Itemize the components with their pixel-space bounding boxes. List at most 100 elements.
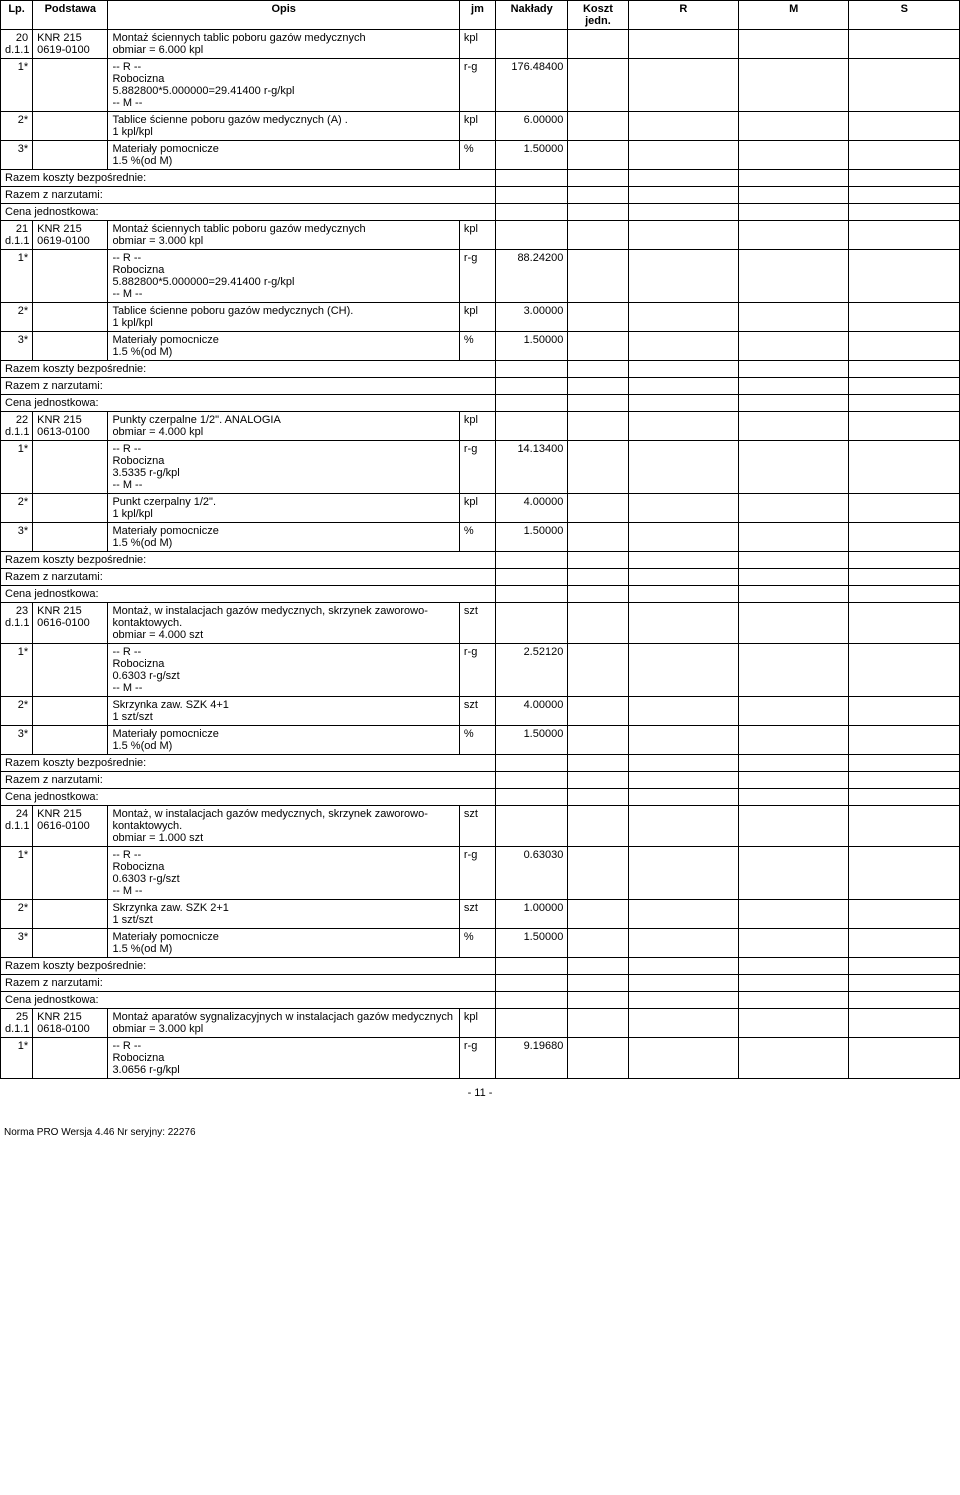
cell: 3* — [1, 332, 33, 361]
cell: 1.50000 — [496, 141, 568, 170]
cell — [849, 586, 960, 603]
summary-row: Razem koszty bezpośrednie: — [1, 361, 960, 378]
cell — [496, 789, 568, 806]
summary-row: Razem koszty bezpośrednie: — [1, 170, 960, 187]
cell — [33, 726, 108, 755]
cell: 2* — [1, 697, 33, 726]
cell — [849, 170, 960, 187]
cell — [568, 806, 628, 847]
cell — [628, 958, 738, 975]
item-sub-row: 1*-- R --Robocizna0.6303 r-g/szt-- M --r… — [1, 847, 960, 900]
item-sub-row: 3*Materiały pomocnicze1.5 %(od M)%1.5000… — [1, 332, 960, 361]
cell: kpl — [459, 30, 495, 59]
cell — [739, 441, 849, 494]
cell — [849, 992, 960, 1009]
cell — [739, 697, 849, 726]
cell: 1.50000 — [496, 332, 568, 361]
cell — [628, 112, 738, 141]
cell — [568, 187, 628, 204]
cell — [628, 975, 738, 992]
cell — [628, 992, 738, 1009]
cell — [739, 112, 849, 141]
cell — [849, 755, 960, 772]
cell — [496, 958, 568, 975]
cell — [739, 395, 849, 412]
cell — [628, 569, 738, 586]
cell — [849, 958, 960, 975]
summary-row: Razem z narzutami: — [1, 772, 960, 789]
cell: Punkt czerpalny 1/2".1 kpl/kpl — [108, 494, 459, 523]
cell: 21d.1.1 — [1, 221, 33, 250]
cell: kpl — [459, 112, 495, 141]
cell — [33, 523, 108, 552]
cell: Skrzynka zaw. SZK 4+11 szt/szt — [108, 697, 459, 726]
item-sub-row: 3*Materiały pomocnicze1.5 %(od M)%1.5000… — [1, 523, 960, 552]
cell — [739, 250, 849, 303]
item-header-row: 23d.1.1KNR 2150616-0100Montaż, w instala… — [1, 603, 960, 644]
cell: 3* — [1, 726, 33, 755]
cell — [33, 441, 108, 494]
summary-label: Razem koszty bezpośrednie: — [1, 958, 496, 975]
cell — [849, 30, 960, 59]
cell: 3* — [1, 929, 33, 958]
cell — [739, 603, 849, 644]
cell — [496, 395, 568, 412]
cell — [739, 806, 849, 847]
cell: r-g — [459, 847, 495, 900]
cell: -- R --Robocizna0.6303 r-g/szt-- M -- — [108, 847, 459, 900]
cell — [496, 806, 568, 847]
cost-table: Lp. Podstawa Opis jm Nakłady Koszt jedn.… — [0, 0, 960, 1079]
cell — [33, 644, 108, 697]
item-sub-row: 1*-- R --Robocizna5.882800*5.000000=29.4… — [1, 250, 960, 303]
cell — [739, 1009, 849, 1038]
item-sub-row: 1*-- R --Robocizna5.882800*5.000000=29.4… — [1, 59, 960, 112]
th-lp: Lp. — [1, 1, 33, 30]
cell: szt — [459, 806, 495, 847]
cell: % — [459, 929, 495, 958]
cell: Materiały pomocnicze1.5 %(od M) — [108, 929, 459, 958]
th-koszt: Koszt jedn. — [568, 1, 628, 30]
cell — [739, 586, 849, 603]
cell: -- R --Robocizna3.0656 r-g/kpl — [108, 1038, 459, 1079]
cell — [628, 303, 738, 332]
cell — [849, 806, 960, 847]
item-sub-row: 2*Punkt czerpalny 1/2".1 kpl/kplkpl4.000… — [1, 494, 960, 523]
cell — [628, 789, 738, 806]
summary-label: Razem koszty bezpośrednie: — [1, 552, 496, 569]
item-sub-row: 3*Materiały pomocnicze1.5 %(od M)%1.5000… — [1, 726, 960, 755]
cell: KNR 2150616-0100 — [33, 603, 108, 644]
cell: Materiały pomocnicze1.5 %(od M) — [108, 726, 459, 755]
cell — [849, 569, 960, 586]
cell — [739, 30, 849, 59]
cell — [739, 378, 849, 395]
cell: Montaż aparatów sygnalizacyjnych w insta… — [108, 1009, 459, 1038]
cell — [33, 494, 108, 523]
cell — [739, 332, 849, 361]
cell: kpl — [459, 221, 495, 250]
cell — [739, 170, 849, 187]
cell — [739, 929, 849, 958]
cell: r-g — [459, 250, 495, 303]
cell — [849, 361, 960, 378]
cell — [496, 378, 568, 395]
cell — [496, 361, 568, 378]
cell: Materiały pomocnicze1.5 %(od M) — [108, 141, 459, 170]
cell — [628, 332, 738, 361]
cell — [568, 992, 628, 1009]
cell — [33, 929, 108, 958]
cell — [849, 494, 960, 523]
cell — [568, 726, 628, 755]
cell: 3* — [1, 523, 33, 552]
cell — [739, 552, 849, 569]
cell — [496, 603, 568, 644]
cell — [33, 303, 108, 332]
cell — [568, 586, 628, 603]
cell — [496, 975, 568, 992]
cell: r-g — [459, 441, 495, 494]
cell — [568, 847, 628, 900]
cell — [849, 789, 960, 806]
cell: KNR 2150619-0100 — [33, 221, 108, 250]
cell — [568, 332, 628, 361]
cell — [568, 250, 628, 303]
summary-row: Razem z narzutami: — [1, 975, 960, 992]
